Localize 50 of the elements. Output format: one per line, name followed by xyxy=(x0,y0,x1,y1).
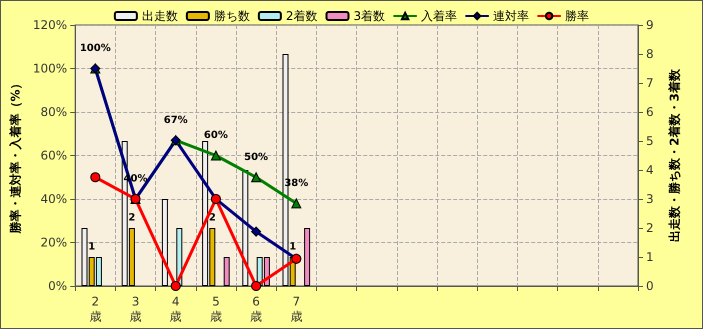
point xyxy=(170,281,181,291)
y-tick-label: 120% xyxy=(32,18,68,32)
data-label: 1 xyxy=(289,242,296,252)
y2-tick-label: 0 xyxy=(646,279,654,293)
data-label: 67% xyxy=(164,114,188,126)
legend-label: 2着数 xyxy=(286,9,318,23)
data-label: 100% xyxy=(80,43,111,54)
y-tick-label: 0% xyxy=(48,279,68,293)
point xyxy=(90,172,100,182)
bar xyxy=(304,228,310,286)
y-tick-label: 20% xyxy=(40,236,68,250)
y2-tick-label: 1 xyxy=(646,250,654,264)
y2-tick-label: 5 xyxy=(646,134,654,148)
x-tick-label: 3歳 xyxy=(130,294,142,324)
y2-axis-title: 出走数・勝ち数・2着数・3着数 xyxy=(668,68,682,242)
y-tick-label: 80% xyxy=(40,105,68,119)
y2-tick-label: 9 xyxy=(646,18,654,32)
y2-tick-label: 3 xyxy=(646,192,654,206)
bar xyxy=(162,199,168,286)
x-tick-label: 4歳 xyxy=(170,294,182,324)
legend-label: 3着数 xyxy=(354,9,386,23)
data-label: 50% xyxy=(244,152,268,163)
data-label: 60% xyxy=(204,130,228,141)
x-tick-label: 7歳 xyxy=(290,294,302,324)
legend-label: 連対率 xyxy=(493,9,530,23)
legend-label: 勝ち数 xyxy=(214,9,250,23)
data-label: 2 xyxy=(128,212,136,224)
legend-label: 出走数 xyxy=(142,9,178,23)
x-tick-label: 5歳 xyxy=(210,294,222,324)
bar xyxy=(224,257,230,286)
point xyxy=(251,281,262,291)
data-label: 1 xyxy=(88,242,96,252)
y-axis-title: 勝率・連対率・入着率（%） xyxy=(8,77,22,235)
point xyxy=(291,198,302,208)
legend-label: 勝率 xyxy=(565,9,590,23)
point xyxy=(210,150,221,160)
y2-tick-label: 4 xyxy=(646,163,654,177)
point xyxy=(251,226,262,237)
y-tick-label: 100% xyxy=(32,62,68,76)
y2-tick-label: 8 xyxy=(646,47,654,61)
y-tick-label: 40% xyxy=(40,192,68,206)
x-tick-label: 2歳 xyxy=(89,294,102,324)
y2-tick-label: 2 xyxy=(646,221,654,235)
y-tick-label: 60% xyxy=(40,148,68,162)
point xyxy=(251,172,262,182)
data-label: 2 xyxy=(208,212,216,224)
legend-label: 入着率 xyxy=(421,9,458,23)
x-tick-label: 6歳 xyxy=(250,294,262,324)
y2-tick-label: 6 xyxy=(646,105,654,119)
y2-tick-label: 7 xyxy=(646,76,654,90)
